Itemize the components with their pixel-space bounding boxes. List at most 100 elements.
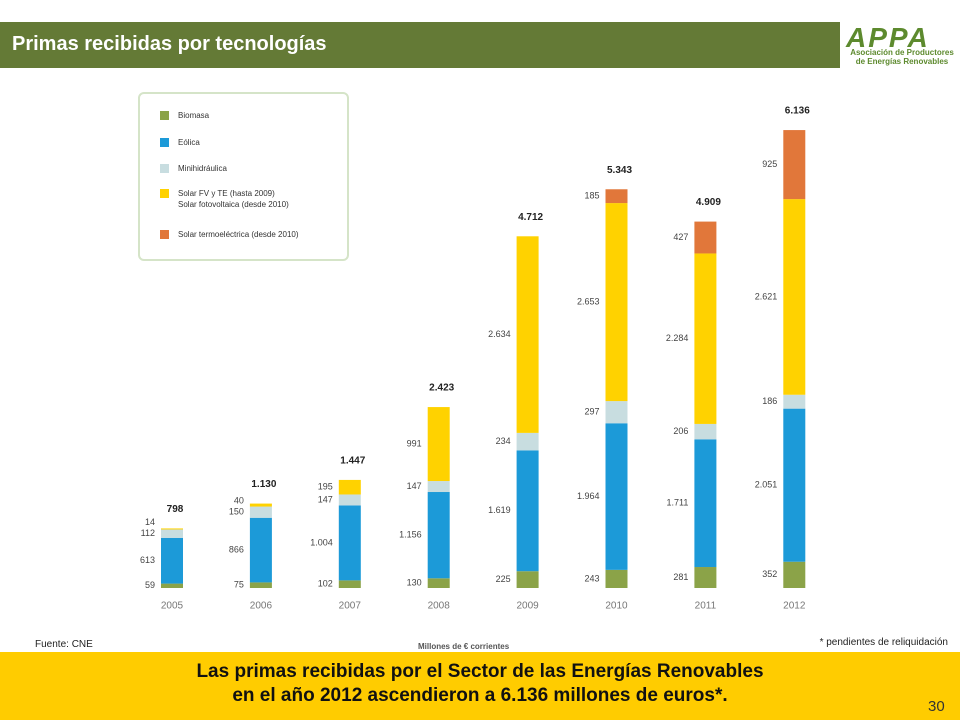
bar-segment: [516, 432, 539, 451]
data-label: 195: [318, 482, 333, 492]
total-label: 2.423: [429, 383, 454, 394]
bar-segment: [516, 571, 539, 588]
data-label: 14: [145, 517, 155, 527]
bar-segment: [249, 506, 272, 518]
unit-label: Millones de € corrientes: [418, 642, 510, 651]
bar-segment: [427, 481, 450, 493]
data-label: 186: [762, 396, 777, 406]
total-label: 5.343: [607, 165, 632, 176]
bar-segment: [605, 569, 628, 588]
total-label: 798: [167, 504, 184, 515]
logo-text: Asociación de Productores de Energías Re…: [850, 48, 954, 66]
bar-segment: [338, 505, 361, 581]
bar-segment: [605, 423, 628, 570]
data-label: 2.621: [755, 291, 778, 301]
x-tick-label: 2007: [339, 601, 362, 612]
data-label: 206: [673, 426, 688, 436]
legend-swatch: [160, 164, 169, 173]
data-label: 2.634: [488, 329, 511, 339]
slide-title: Primas recibidas por tecnologías: [12, 33, 327, 55]
data-label: 281: [673, 572, 688, 582]
data-label: 613: [140, 555, 155, 565]
legend-swatch: [160, 189, 169, 198]
data-label: 1.619: [488, 505, 511, 515]
total-label: 6.136: [785, 106, 810, 117]
note: * pendientes de reliquidación: [819, 637, 948, 648]
legend-label: Minihidráulica: [178, 164, 227, 173]
bar-segment: [694, 567, 717, 588]
data-label: 2.051: [755, 480, 778, 490]
bar-segment: [694, 439, 717, 568]
conclusion-band: [0, 652, 960, 720]
bar-segment: [427, 492, 450, 579]
bar-segment: [694, 253, 717, 424]
data-label: 185: [584, 191, 599, 201]
bar-segment: [249, 517, 272, 583]
data-label: 2.653: [577, 296, 600, 306]
data-label: 297: [584, 407, 599, 417]
legend-swatch: [160, 138, 169, 147]
bar-segment: [783, 561, 806, 588]
bar-segment: [694, 423, 717, 440]
legend-label: Eólica: [178, 138, 200, 147]
data-label: 2.284: [666, 333, 689, 343]
x-tick-label: 2009: [516, 601, 539, 612]
header-bar: [0, 22, 840, 68]
bar-segment: [161, 529, 183, 538]
data-label: 1.004: [310, 537, 333, 547]
bar-segment: [783, 408, 806, 562]
data-label: 427: [673, 232, 688, 242]
bar-segment: [427, 578, 450, 588]
data-label: 147: [318, 494, 333, 504]
bar-segment: [161, 528, 183, 530]
data-label: 234: [496, 436, 511, 446]
data-label: 866: [229, 544, 244, 554]
bar-segment: [605, 203, 628, 402]
data-label: 225: [496, 574, 511, 584]
legend-label: Biomasa: [178, 111, 210, 120]
bar-segment: [783, 130, 806, 200]
bar-segment: [161, 583, 183, 588]
bar-segment: [605, 189, 628, 204]
bar-segment: [249, 582, 272, 588]
data-label: 40: [234, 496, 244, 506]
bar-segment: [427, 407, 450, 482]
data-label: 59: [145, 580, 155, 590]
total-label: 4.909: [696, 197, 721, 208]
total-label: 1.447: [340, 456, 365, 467]
legend-label: Solar FV y TE (hasta 2009) Solar fotovol…: [178, 189, 289, 209]
bar-segment: [516, 236, 539, 433]
bar-segment: [161, 537, 183, 584]
x-tick-label: 2010: [605, 601, 628, 612]
total-label: 4.712: [518, 212, 543, 223]
page-number: 30: [928, 698, 945, 715]
data-label: 147: [407, 481, 422, 491]
data-label: 112: [141, 528, 155, 538]
data-label: 130: [407, 578, 422, 588]
data-label: 925: [762, 159, 777, 169]
conclusion: Las primas recibidas por el Sector de la…: [196, 661, 764, 706]
bar-segment: [249, 503, 272, 507]
total-label: 1.130: [251, 479, 276, 490]
data-label: 1.711: [667, 498, 689, 508]
bar-segment: [338, 479, 361, 495]
bar-segment: [783, 394, 806, 409]
data-label: 1.964: [577, 491, 600, 501]
bar-segment: [338, 494, 361, 506]
data-label: 75: [234, 580, 244, 590]
x-tick-label: 2011: [695, 601, 717, 612]
data-label: 1.156: [399, 530, 422, 540]
bar-segment: [605, 401, 628, 424]
x-tick-label: 2006: [250, 601, 273, 612]
bar-segment: [516, 450, 539, 572]
data-label: 102: [318, 579, 333, 589]
legend-swatch: [160, 111, 169, 120]
data-label: 243: [584, 573, 599, 583]
x-tick-label: 2008: [428, 601, 451, 612]
bar-segment: [694, 221, 717, 254]
bar-segment: [338, 580, 361, 588]
data-label: 150: [229, 507, 244, 517]
source: Fuente: CNE: [35, 639, 93, 650]
x-tick-label: 2012: [783, 601, 806, 612]
